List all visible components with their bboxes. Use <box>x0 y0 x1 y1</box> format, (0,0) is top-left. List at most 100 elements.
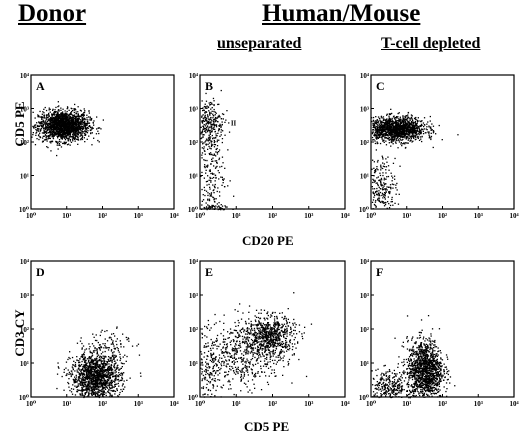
data-point <box>213 189 215 191</box>
data-point <box>60 136 62 138</box>
data-point <box>82 356 84 359</box>
data-point <box>412 124 415 126</box>
data-point <box>386 126 388 129</box>
data-point <box>373 126 375 128</box>
data-point <box>381 138 383 140</box>
data-point <box>375 129 377 131</box>
data-point <box>61 136 63 138</box>
data-point <box>62 131 64 133</box>
data-point <box>52 130 54 132</box>
data-point <box>89 390 91 392</box>
data-point <box>215 112 217 114</box>
data-point <box>91 394 93 396</box>
data-point <box>390 124 392 126</box>
data-point <box>84 110 86 112</box>
data-point <box>53 114 56 116</box>
data-point <box>211 134 213 137</box>
data-point <box>67 126 69 128</box>
data-point <box>372 124 374 126</box>
data-point <box>218 151 220 153</box>
data-point <box>52 113 54 116</box>
data-point <box>104 350 106 353</box>
data-point <box>76 129 79 131</box>
data-point <box>40 122 42 125</box>
data-point <box>83 383 85 385</box>
data-point <box>78 126 81 128</box>
data-point <box>59 128 62 130</box>
y-tick-label: 10⁴ <box>20 258 30 266</box>
data-point <box>104 384 107 387</box>
data-point <box>72 134 74 136</box>
data-point <box>432 130 434 132</box>
data-point <box>89 386 91 388</box>
data-point <box>405 123 407 125</box>
data-point <box>409 139 412 141</box>
data-point <box>73 108 75 110</box>
data-point <box>380 184 382 186</box>
data-point <box>207 116 209 118</box>
data-point <box>60 126 62 128</box>
data-point <box>395 187 397 189</box>
data-point <box>91 388 93 390</box>
data-point <box>414 132 417 134</box>
data-point <box>95 381 97 384</box>
data-point <box>38 121 40 123</box>
data-point <box>398 112 400 114</box>
data-point <box>55 111 57 113</box>
data-point <box>96 128 98 130</box>
data-point <box>109 376 111 379</box>
data-point <box>400 121 403 124</box>
data-point <box>62 119 65 122</box>
data-point <box>51 125 53 127</box>
data-point <box>387 123 389 126</box>
data-point <box>72 368 74 371</box>
data-point <box>391 117 393 120</box>
data-point <box>58 133 60 135</box>
data-point <box>96 382 99 384</box>
data-point <box>402 127 404 129</box>
data-point <box>51 113 53 115</box>
data-point <box>58 140 61 143</box>
data-point <box>75 111 77 113</box>
y-tick-label: 10² <box>20 326 29 334</box>
data-point <box>397 130 399 132</box>
data-point <box>418 120 420 122</box>
data-point <box>40 116 43 118</box>
data-point <box>372 122 374 124</box>
data-point <box>402 131 404 133</box>
data-point <box>412 135 414 137</box>
data-point <box>52 137 55 140</box>
data-point <box>78 127 80 129</box>
data-point <box>86 370 88 372</box>
data-point <box>428 131 430 133</box>
data-point <box>51 140 54 142</box>
x-tick-label: 10³ <box>134 400 143 408</box>
data-point <box>372 129 374 131</box>
data-point <box>46 126 48 129</box>
data-point <box>85 131 87 133</box>
data-point <box>379 136 381 138</box>
data-point <box>106 363 108 365</box>
data-point <box>76 380 78 382</box>
data-point <box>106 368 109 370</box>
data-point <box>399 124 402 126</box>
data-point <box>41 122 43 124</box>
data-point <box>383 126 385 128</box>
data-point <box>214 183 216 186</box>
data-point <box>206 131 209 133</box>
data-point <box>376 134 378 136</box>
data-point <box>218 158 220 161</box>
data-point <box>49 134 51 136</box>
data-point <box>95 133 98 135</box>
data-point <box>218 115 220 118</box>
data-point <box>372 139 374 141</box>
data-point <box>390 122 393 124</box>
data-point <box>212 173 214 175</box>
data-point <box>425 128 427 130</box>
data-point <box>389 129 392 131</box>
data-point <box>381 155 383 157</box>
data-point <box>55 124 57 126</box>
data-point <box>82 135 84 137</box>
data-point <box>386 186 388 188</box>
data-point <box>82 366 84 368</box>
